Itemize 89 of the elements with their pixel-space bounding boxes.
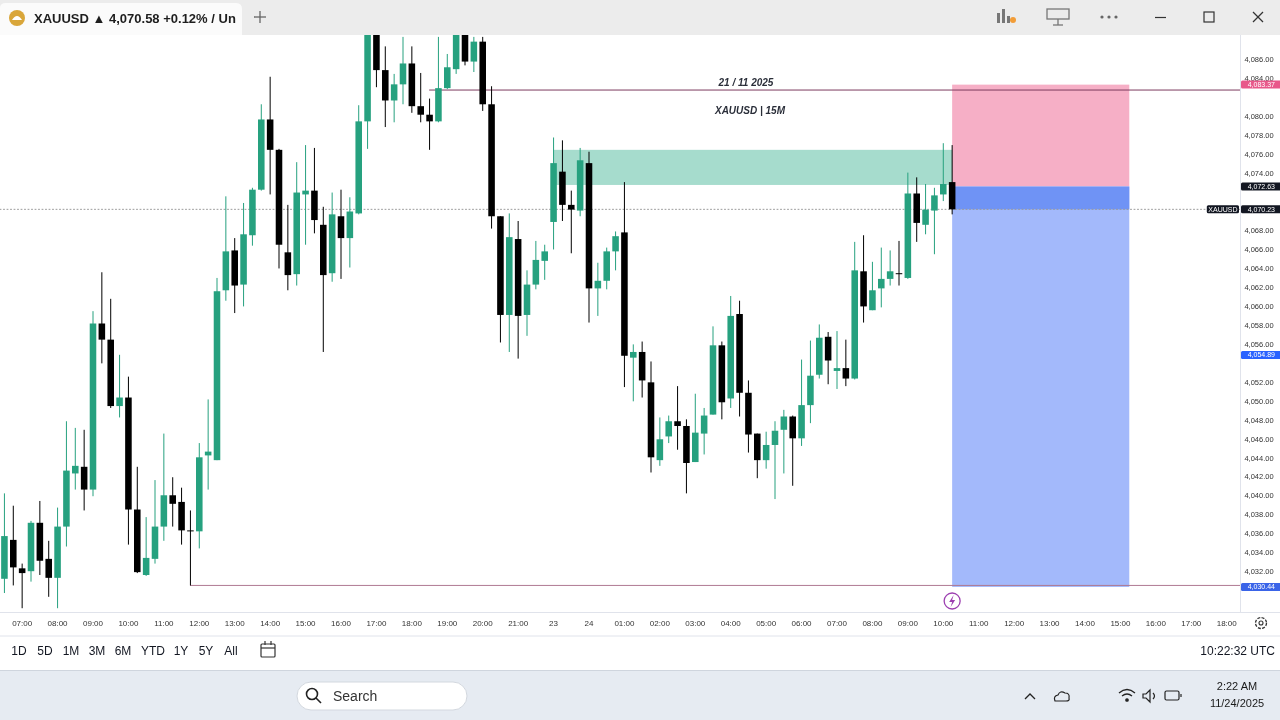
x-tick-label: 11:00	[969, 619, 989, 628]
candlestick	[45, 540, 52, 598]
candlestick	[656, 416, 664, 467]
text: 10:22:32 UTC	[1200, 644, 1276, 658]
candlestick	[922, 183, 929, 235]
text: 5Y	[198, 644, 214, 658]
candlestick	[824, 331, 832, 385]
candlestick	[390, 73, 398, 123]
candlestick	[426, 98, 433, 151]
x-tick-label: 03:00	[685, 619, 706, 628]
x-tick-label: 15:00	[1110, 619, 1131, 628]
text: Search	[333, 688, 378, 704]
text: 11/24/2025	[1209, 697, 1265, 709]
candlestick	[630, 343, 637, 402]
candlestick	[470, 36, 478, 73]
x-tick-label: 18:00	[401, 619, 423, 628]
candlestick	[541, 244, 548, 281]
x-tick-label: 24	[584, 619, 594, 628]
text: 5D	[37, 644, 53, 658]
x-tick-label: 14:00	[1074, 619, 1096, 628]
candlestick	[771, 420, 779, 500]
x-tick-label: 06:00	[791, 619, 813, 628]
chart-title: XAUUSD ▲ 4,070.58 +0.12% / Un	[34, 10, 236, 26]
candlestick	[833, 330, 841, 390]
x-tick-label: 23	[549, 619, 559, 628]
candlestick	[337, 189, 345, 280]
annotation: 21 / 11 2025	[717, 77, 774, 88]
candlestick	[780, 409, 788, 474]
x-tick-label: 17:00	[1181, 619, 1202, 628]
x-tick-label: 12:00	[1004, 619, 1025, 628]
candlestick	[142, 516, 150, 577]
text: All	[224, 644, 238, 658]
candlestick	[842, 339, 850, 387]
x-tick-label: 09:00	[897, 619, 919, 628]
candlestick	[762, 431, 770, 470]
candlestick	[72, 427, 79, 491]
candlestick	[869, 261, 876, 311]
candlestick	[18, 563, 26, 609]
text: 1D	[11, 644, 27, 658]
x-tick-label: 08:00	[47, 619, 69, 628]
candlestick	[568, 190, 575, 254]
candlestick	[417, 72, 424, 123]
candlestick	[886, 249, 894, 287]
x-tick-label: 07:00	[12, 619, 33, 628]
x-tick-label: 11:00	[154, 619, 175, 628]
text: YTD	[141, 644, 166, 658]
candlestick	[940, 142, 947, 202]
candlestick	[789, 415, 796, 487]
x-tick-label: 17:00	[366, 619, 387, 628]
text: 1Y	[173, 644, 189, 658]
x-tick-label: 04:00	[720, 619, 742, 628]
x-tick-label: 01:00	[614, 619, 635, 628]
candlestick	[700, 407, 708, 455]
candlestick	[612, 230, 619, 271]
candlestick	[674, 385, 681, 451]
x-tick-label: 21:00	[508, 619, 529, 628]
text: 2:22 AM	[1216, 680, 1258, 692]
candlestick	[444, 53, 451, 90]
x-tick-label: 05:00	[756, 619, 777, 628]
x-tick-label: 19:00	[437, 619, 458, 628]
x-tick-label: 10:00	[933, 619, 954, 628]
candlestick	[931, 187, 938, 255]
x-tick-label: 07:00	[826, 619, 848, 628]
candlestick	[284, 204, 292, 291]
text: 3M	[88, 644, 106, 658]
candlestick	[80, 429, 88, 511]
x-tick-label: 20:00	[472, 619, 494, 628]
candlestick	[878, 247, 885, 308]
x-tick-label: 16:00	[330, 619, 352, 628]
x-tick-label: 12:00	[189, 619, 210, 628]
candlestick	[116, 354, 123, 418]
x-tick-label: 18:00	[1216, 619, 1238, 628]
x-tick-label: 08:00	[862, 619, 883, 628]
candlestick	[187, 509, 194, 586]
x-tick-label: 14:00	[260, 619, 281, 628]
text: 1M	[62, 644, 80, 658]
x-tick-label: 13:00	[224, 619, 246, 628]
x-tick-label: 13:00	[1039, 619, 1061, 628]
x-tick-label: 10:00	[118, 619, 139, 628]
x-tick-label: 09:00	[82, 619, 104, 628]
x-tick-label: 02:00	[649, 619, 671, 628]
annotation: XAUUSD | 15M	[713, 105, 786, 116]
x-tick-label: 15:00	[295, 619, 317, 628]
candlestick	[98, 271, 106, 364]
candlestick	[665, 415, 672, 444]
text: 6M	[114, 644, 132, 658]
candlestick	[399, 36, 407, 105]
candlestick	[169, 476, 176, 528]
x-tick-label: 16:00	[1145, 619, 1167, 628]
